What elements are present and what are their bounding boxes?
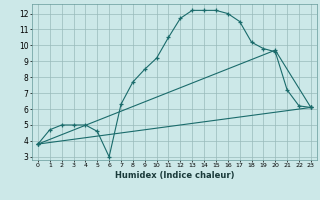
X-axis label: Humidex (Indice chaleur): Humidex (Indice chaleur) bbox=[115, 171, 234, 180]
